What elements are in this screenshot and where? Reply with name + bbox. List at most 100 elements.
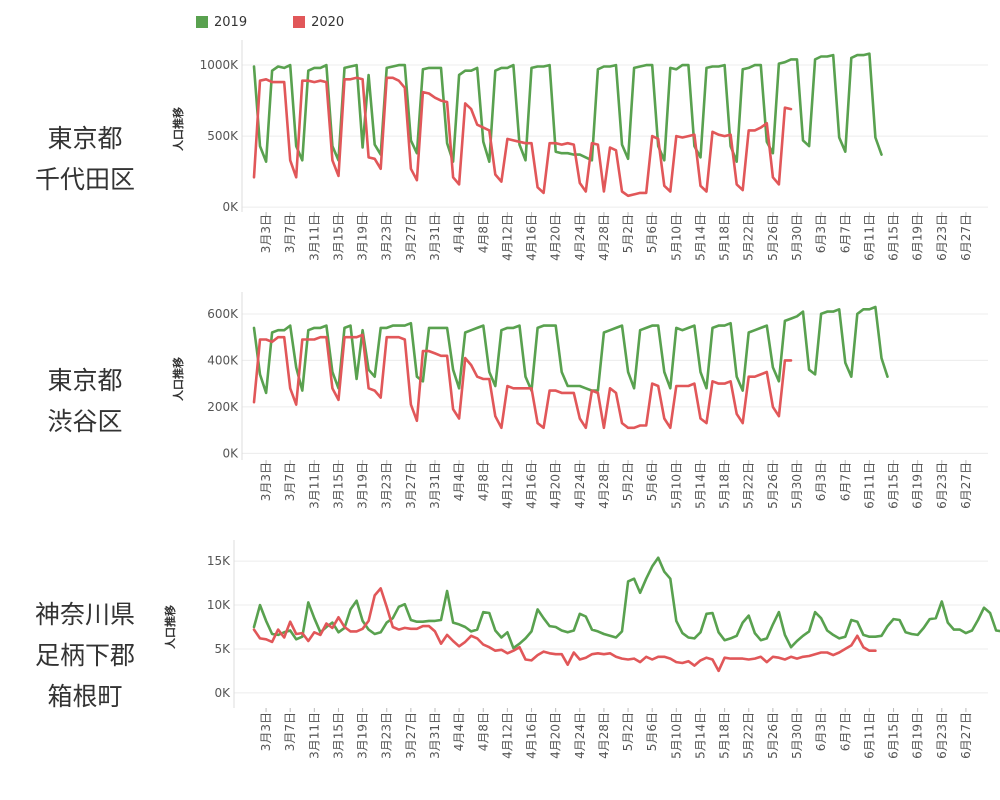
x-tick-label: 4月12日	[500, 712, 514, 759]
series-line-2019[interactable]	[252, 52, 883, 163]
region-label-line: 千代田区	[34, 165, 135, 194]
x-tick-label: 4月28日	[597, 462, 611, 509]
x-tick-label: 6月3日	[814, 214, 828, 253]
series-line-2020[interactable]	[252, 76, 793, 198]
x-tick-label: 4月28日	[597, 214, 611, 261]
x-tick-label: 3月31日	[428, 214, 442, 261]
region-label-line: 渋谷区	[47, 407, 123, 436]
y-tick-label: 1000K	[200, 58, 240, 72]
x-tick-label: 5月6日	[645, 214, 659, 253]
x-tick-label: 3月11日	[307, 712, 321, 759]
x-tick-label: 3月23日	[380, 462, 394, 509]
series-line-2020[interactable]	[252, 333, 793, 430]
region-label-line: 足柄下郡	[34, 641, 135, 670]
x-tick-label: 3月31日	[428, 712, 442, 759]
series-line-2020[interactable]	[252, 587, 877, 673]
x-tick-label: 4月24日	[573, 462, 587, 509]
x-tick-label: 6月19日	[911, 214, 925, 261]
x-tick-label: 5月30日	[790, 214, 804, 261]
legend-label-2019: 2019	[214, 14, 248, 30]
y-tick-label: 400K	[207, 353, 239, 367]
x-tick-label: 3月23日	[380, 712, 394, 759]
x-tick-label: 3月7日	[283, 462, 297, 501]
x-tick-label: 5月2日	[621, 462, 635, 501]
x-tick-label: 4月16日	[525, 214, 539, 261]
x-tick-label: 5月10日	[669, 214, 683, 261]
x-tick-label: 4月12日	[500, 462, 514, 509]
x-tick-label: 3月3日	[259, 712, 273, 751]
x-tick-label: 5月26日	[766, 214, 780, 261]
region-label-line: 東京都	[47, 366, 123, 395]
x-tick-label: 3月15日	[331, 214, 345, 261]
series-line-2019[interactable]	[252, 305, 889, 395]
x-tick-label: 4月8日	[476, 462, 490, 501]
y-tick-label: 5K	[214, 642, 231, 656]
x-tick-label: 5月18日	[718, 214, 732, 261]
x-tick-label: 3月7日	[283, 214, 297, 253]
legend-item-2019[interactable]: 2019	[196, 15, 247, 30]
x-tick-label: 5月10日	[669, 712, 683, 759]
x-tick-label: 5月18日	[718, 462, 732, 509]
x-tick-label: 3月7日	[283, 712, 297, 751]
x-tick-label: 5月14日	[693, 462, 707, 509]
x-tick-label: 3月27日	[404, 214, 418, 261]
x-tick-label: 3月19日	[356, 712, 370, 759]
series-line-2019[interactable]	[252, 556, 1000, 650]
chart-panel-1: 600K 400K 200K 0K 人口推移 3月3日 3月7日 3月11日 3月15日 3月19…	[171, 292, 988, 509]
legend-item-2020[interactable]: 2020	[293, 15, 344, 30]
x-tick-label: 4月24日	[573, 214, 587, 261]
x-tick-label: 4月28日	[597, 712, 611, 759]
x-tick-label: 3月11日	[307, 462, 321, 509]
x-tick-label: 5月6日	[645, 712, 659, 751]
y-axis-label: 人口推移	[163, 605, 177, 649]
legend-swatch-2019	[196, 16, 208, 28]
x-tick-label: 6月11日	[862, 214, 876, 261]
x-tick-label: 4月4日	[452, 214, 466, 253]
y-tick-label: 15K	[207, 554, 231, 568]
x-tick-label: 6月7日	[838, 214, 852, 253]
x-tick-label: 5月2日	[621, 712, 635, 751]
x-tick-label: 4月20日	[549, 712, 563, 759]
x-tick-label: 5月6日	[645, 462, 659, 501]
region-label-hakone: 神奈川県 足柄下郡 箱根町	[20, 594, 150, 717]
y-axis-label: 人口推移	[171, 357, 185, 401]
legend-swatch-2020	[293, 16, 306, 28]
x-tick-label: 4月8日	[476, 712, 490, 751]
y-axis-label: 人口推移	[171, 107, 185, 151]
x-tick-label: 4月16日	[525, 462, 539, 509]
x-tick-label: 3月3日	[259, 462, 273, 501]
y-tick-label: 500K	[207, 129, 239, 143]
x-tick-label: 3月15日	[331, 462, 345, 509]
chart-legend: 2019 2020	[196, 12, 390, 32]
y-tick-label: 0K	[222, 446, 239, 460]
x-tick-label: 6月7日	[838, 712, 852, 751]
x-tick-label: 6月15日	[887, 712, 901, 759]
x-tick-label: 5月10日	[669, 462, 683, 509]
x-tick-label: 6月3日	[814, 462, 828, 501]
x-tick-label: 4月20日	[549, 462, 563, 509]
x-tick-label: 6月27日	[959, 712, 973, 759]
x-tick-label: 6月27日	[959, 214, 973, 261]
chart-panel-0: 1000K 500K 0K 人口推移 3月3日 3月7日 3月11日 3月15日 3月19日 3月…	[171, 40, 988, 261]
x-tick-label: 6月23日	[935, 214, 949, 261]
region-label-line: 神奈川県	[34, 600, 135, 629]
x-tick-label: 3月27日	[404, 712, 418, 759]
y-tick-label: 0K	[214, 686, 231, 700]
x-tick-label: 3月19日	[356, 462, 370, 509]
region-label-chiyoda: 東京都 千代田区	[20, 118, 150, 200]
x-tick-label: 5月18日	[718, 712, 732, 759]
x-tick-label: 3月15日	[331, 712, 345, 759]
x-tick-label: 4月24日	[573, 712, 587, 759]
x-tick-label: 6月27日	[959, 462, 973, 509]
x-tick-label: 6月19日	[911, 462, 925, 509]
x-tick-label: 6月23日	[935, 462, 949, 509]
x-tick-label: 5月26日	[766, 712, 780, 759]
x-tick-label: 5月14日	[693, 214, 707, 261]
y-tick-label: 600K	[207, 307, 239, 321]
x-tick-label: 3月23日	[380, 214, 394, 261]
region-label-line: 箱根町	[47, 682, 123, 711]
x-tick-label: 6月15日	[887, 214, 901, 261]
y-tick-label: 10K	[207, 598, 231, 612]
legend-label-2020: 2020	[311, 14, 345, 30]
